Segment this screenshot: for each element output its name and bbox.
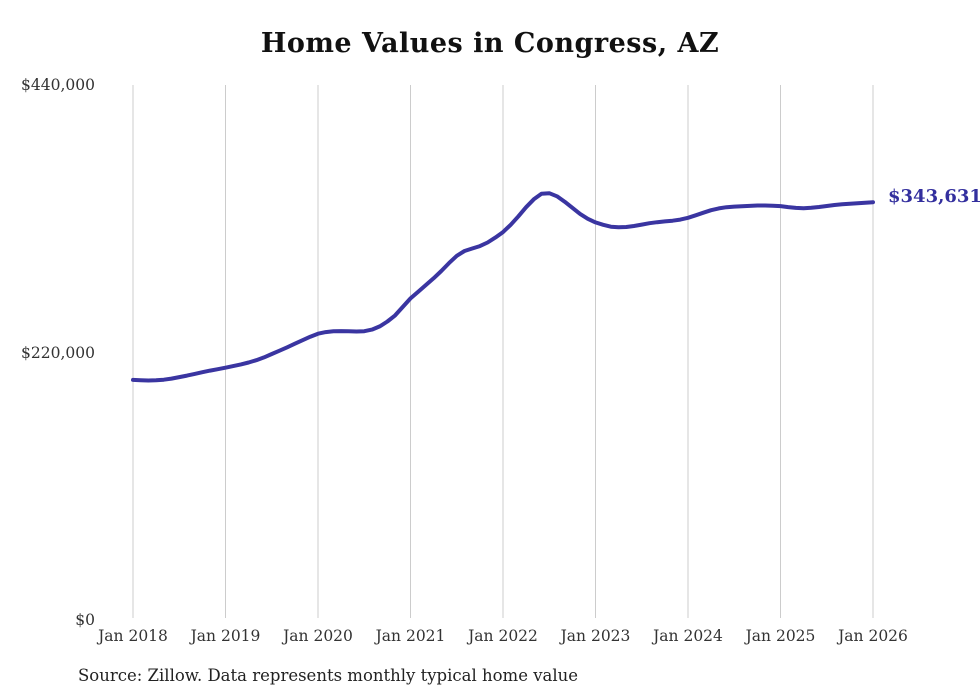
end-value-label: $343,631 bbox=[888, 186, 980, 208]
source-note: Source: Zillow. Data represents monthly … bbox=[78, 666, 579, 685]
y-tick-label: $220,000 bbox=[21, 343, 95, 362]
x-tick-label: Jan 2023 bbox=[560, 627, 631, 645]
home-value-line bbox=[131, 191, 875, 383]
x-tick-label: Jan 2022 bbox=[468, 627, 538, 645]
y-tick-label: $0 bbox=[75, 611, 95, 629]
x-tick-label: Jan 2024 bbox=[653, 627, 723, 645]
gridline-group bbox=[132, 85, 874, 618]
y-tick-label: $440,000 bbox=[21, 76, 95, 94]
x-tick-label: Jan 2019 bbox=[190, 627, 261, 645]
x-tick-label: Jan 2026 bbox=[838, 627, 908, 645]
chart-title: Home Values in Congress, AZ bbox=[260, 28, 720, 59]
x-tick-label: Jan 2025 bbox=[745, 627, 816, 645]
x-tick-label: Jan 2018 bbox=[98, 627, 168, 645]
x-tick-label: Jan 2021 bbox=[375, 627, 446, 645]
x-tick-label: Jan 2020 bbox=[283, 627, 353, 645]
